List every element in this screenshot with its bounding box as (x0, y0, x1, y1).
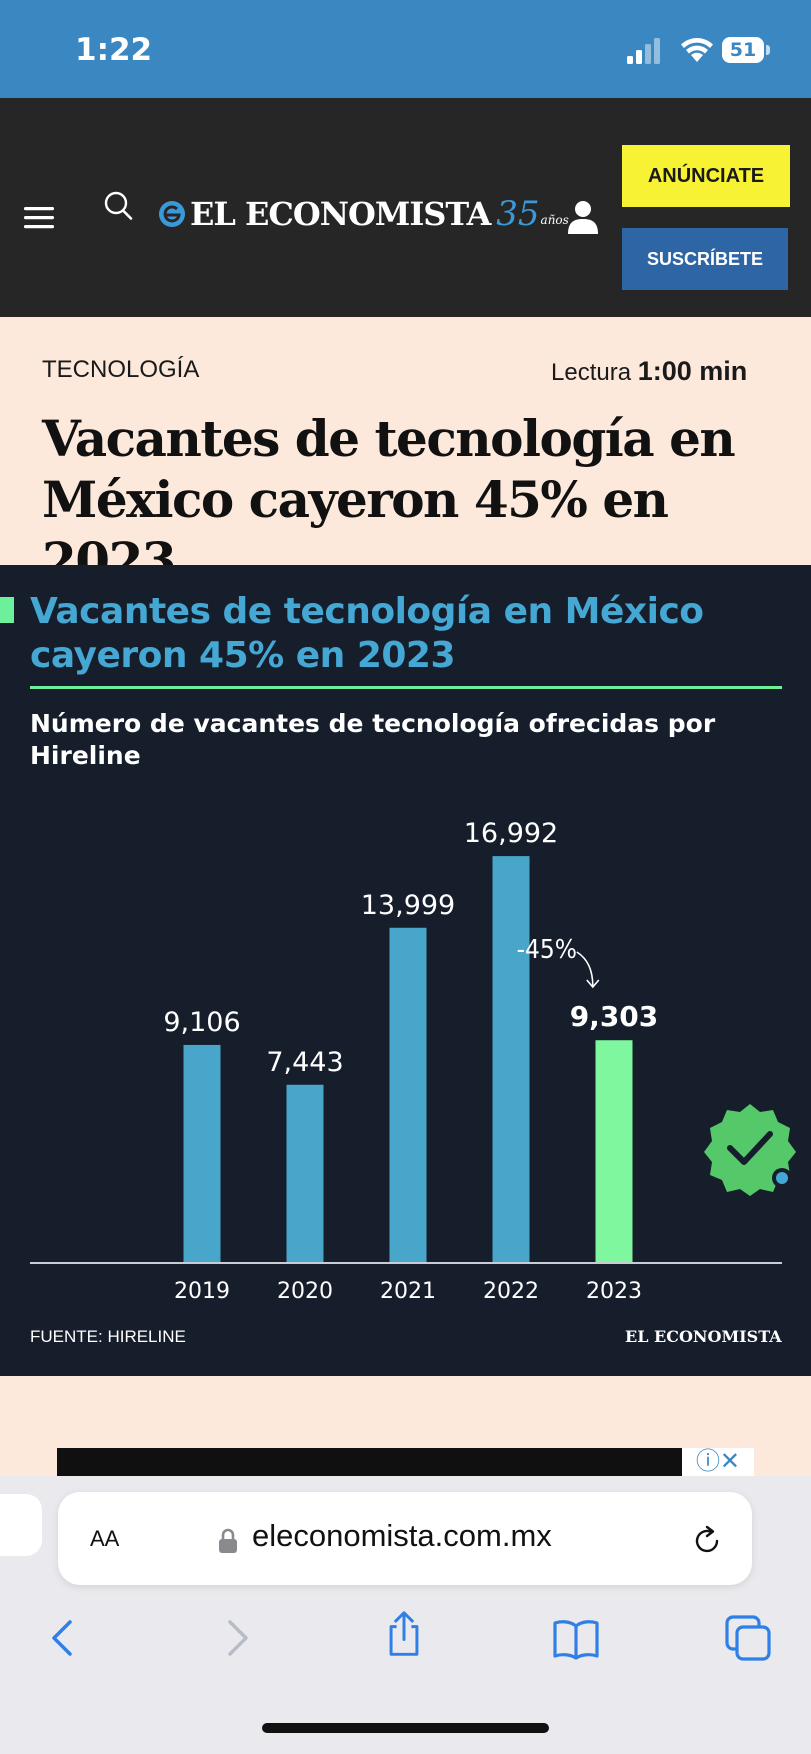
logo-mark-icon (159, 201, 185, 227)
infographic-accent (0, 597, 14, 623)
bar-chart: 9,106 2019 7,443 2020 13,999 2021 16,992 2022 9,… (30, 818, 782, 1304)
verified-check-badge-icon (704, 1104, 796, 1196)
search-icon[interactable] (102, 190, 136, 224)
bar-2022 (492, 856, 530, 1263)
lock-icon (219, 1528, 237, 1553)
suscribete-button[interactable]: SUSCRÍBETE (622, 228, 788, 290)
infographic-logo: EL ECONOMISTA (625, 1327, 782, 1346)
signal-icon (627, 38, 660, 64)
page-settings-button[interactable]: AA (90, 1520, 119, 1554)
status-time: 1:22 (75, 32, 153, 68)
reading-time-label: Lectura (551, 359, 632, 386)
wifi-icon (681, 38, 713, 62)
url-text[interactable]: eleconomista.com.mx (252, 1518, 552, 1553)
category-label-2022: 2022 (483, 1279, 539, 1304)
reading-time: Lectura 1:00 min (551, 356, 747, 387)
bar-2019 (183, 1044, 221, 1263)
infographic-title: Vacantes de tecnología en México cayeron… (30, 591, 704, 676)
ad-close-controls[interactable]: ⓘ✕ (682, 1448, 754, 1476)
hamburger-menu-icon[interactable] (24, 205, 56, 231)
bookmarks-icon[interactable] (552, 1614, 600, 1662)
value-label-2021: 13,999 (361, 890, 455, 921)
anunciate-button[interactable]: ANÚNCIATE (622, 145, 790, 207)
article-headline: Vacantes de tecnología en México cayeron… (42, 409, 736, 590)
forward-icon[interactable] (212, 1614, 260, 1662)
page-settings-label: AA (90, 1526, 120, 1551)
tabs-icon[interactable] (724, 1614, 772, 1662)
battery-level: 51 (722, 37, 764, 63)
annotation-label: -45% (517, 935, 577, 965)
back-icon[interactable] (40, 1614, 88, 1662)
reload-icon[interactable] (690, 1524, 724, 1558)
infographic-divider (30, 686, 782, 689)
site-logo[interactable]: EL ECONOMISTA 35 años (158, 192, 569, 236)
bar-2023 (595, 1040, 633, 1263)
value-label-2020: 7,443 (266, 1047, 343, 1078)
annotation-arrow (576, 951, 594, 987)
logo-35-anniversary: 35 (496, 194, 540, 234)
value-label-2023: 9,303 (570, 1000, 659, 1033)
annotation-arrowhead (586, 979, 600, 989)
logo-text: EL ECONOMISTA (190, 195, 491, 233)
infographic-subtitle: Número de vacantes de tecnología ofrecid… (30, 709, 716, 770)
address-bar[interactable] (58, 1492, 752, 1585)
infographic-source: FUENTE: HIRELINE (30, 1327, 186, 1346)
bar-2020 (286, 1084, 324, 1263)
category-label-2021: 2021 (380, 1279, 436, 1304)
section-label[interactable]: TECNOLOGÍA (42, 356, 200, 383)
category-label-2023: 2023 (586, 1279, 642, 1304)
user-account-icon[interactable] (565, 199, 601, 235)
share-icon[interactable] (380, 1610, 428, 1658)
battery-icon: 51 (722, 37, 770, 65)
value-label-2019: 9,106 (163, 1007, 240, 1038)
previous-tab-preview[interactable] (0, 1494, 42, 1556)
bar-2021 (389, 927, 427, 1263)
status-bar: 1:22 51 (0, 0, 811, 98)
logo-anos: años (540, 213, 569, 227)
category-label-2019: 2019 (174, 1279, 230, 1304)
reading-time-value: 1:00 min (637, 356, 748, 386)
home-indicator[interactable] (262, 1723, 549, 1733)
category-label-2020: 2020 (277, 1279, 333, 1304)
value-label-2022: 16,992 (464, 818, 558, 849)
